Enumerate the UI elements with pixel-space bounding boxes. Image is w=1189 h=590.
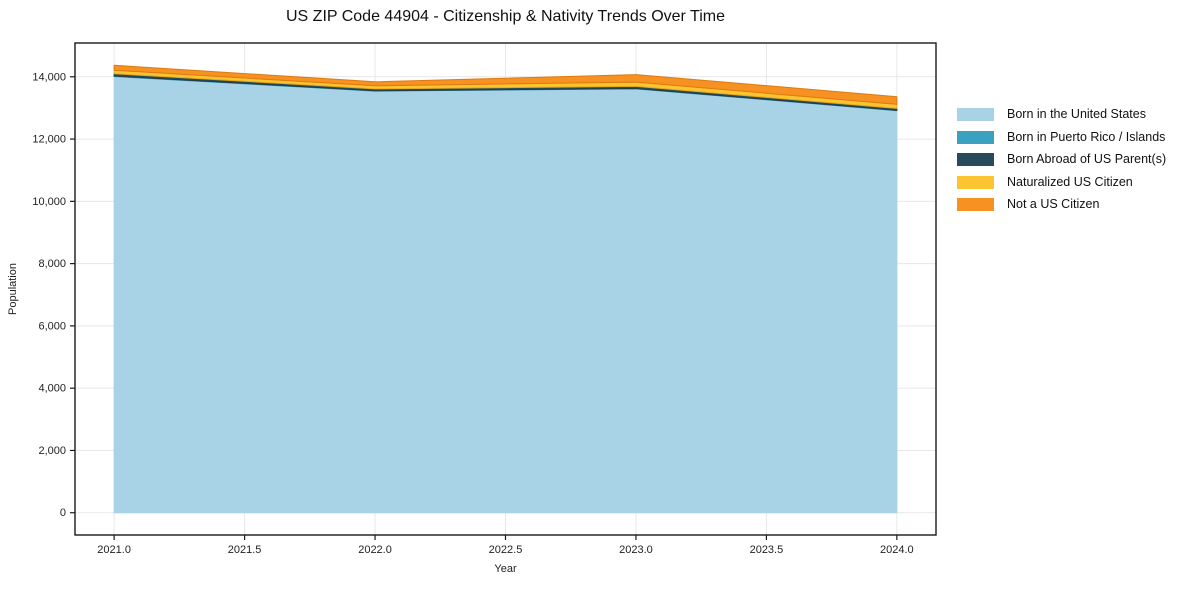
area-series-0 [113, 76, 898, 514]
chart-title: US ZIP Code 44904 - Citizenship & Nativi… [286, 8, 725, 25]
x-tick-label: 2024.0 [880, 544, 914, 556]
legend-label: Not a US Citizen [1007, 197, 1100, 211]
legend-label: Born in Puerto Rico / Islands [1007, 129, 1166, 144]
legend-item: Born in Puerto Rico / Islands [957, 129, 1166, 144]
x-tick-label: 2023.5 [750, 544, 784, 556]
legend-label: Born in the United States [1007, 107, 1146, 121]
tick-labels: 0 2,000 4,000 6,000 8,000 10,000 12,000 14,000 2… [32, 71, 913, 556]
legend-label: Naturalized US Citizen [1007, 174, 1133, 189]
tick-marks [70, 76, 898, 540]
y-axis-label: Population [7, 263, 19, 315]
y-tick-label: 0 [60, 507, 66, 519]
x-tick-label: 2023.0 [619, 544, 653, 556]
y-tick-label: 8,000 [38, 258, 66, 270]
x-tick-label: 2021.5 [228, 544, 262, 556]
legend-item: Not a US Citizen [957, 198, 1166, 211]
y-tick-label: 4,000 [38, 383, 66, 395]
legend-item: Born in the United States [957, 108, 1166, 121]
y-tick-label: 12,000 [32, 134, 66, 146]
legend-item: Born Abroad of US Parent(s) [957, 153, 1166, 166]
x-tick-label: 2022.0 [358, 544, 392, 556]
x-tick-label: 2022.5 [489, 544, 523, 556]
y-tick-label: 14,000 [32, 71, 66, 83]
legend: Born in the United States Born in Puerto… [957, 108, 1166, 211]
legend-swatch-born-abroad [957, 153, 994, 166]
legend-swatch-born-us [957, 108, 994, 121]
legend-item: Naturalized US Citizen [957, 174, 1166, 189]
x-tick-label: 2021.0 [97, 544, 131, 556]
legend-label: Born Abroad of US Parent(s) [1007, 152, 1167, 166]
y-tick-label: 2,000 [38, 445, 66, 457]
area-series-4 [113, 64, 898, 105]
x-axis-label: Year [494, 563, 517, 575]
y-tick-label: 10,000 [32, 196, 66, 208]
y-tick-label: 6,000 [38, 320, 66, 332]
legend-swatch-born-pr [957, 130, 994, 144]
legend-swatch-not-citizen [957, 198, 994, 211]
legend-swatch-naturalized [957, 175, 994, 189]
